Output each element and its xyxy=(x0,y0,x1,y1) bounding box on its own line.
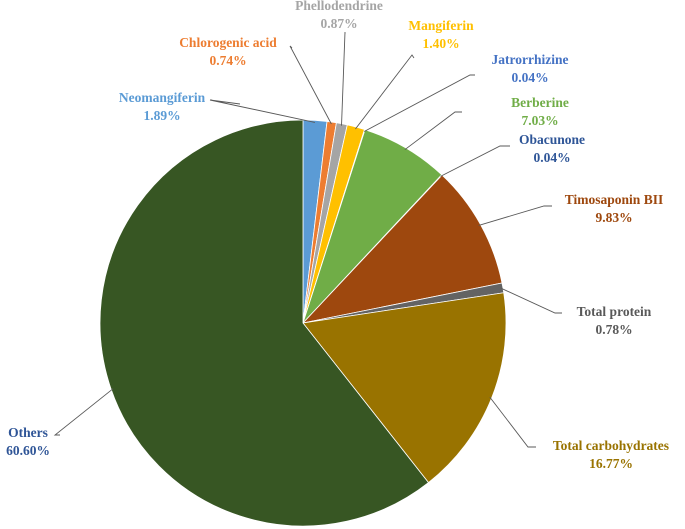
leader-line xyxy=(404,111,462,151)
slice-label-value: 7.03% xyxy=(521,113,558,128)
slice-label-name: Total protein xyxy=(577,304,652,319)
leader-line xyxy=(440,145,510,177)
slice-label-name: Total carbohydrates xyxy=(553,438,669,453)
slice-label-name: Jatrorrhizine xyxy=(492,52,569,67)
slice-label-name: Berberine xyxy=(511,95,569,110)
slice-label-value: 0.74% xyxy=(209,53,246,68)
slice-label-value: 0.04% xyxy=(533,150,570,165)
slice-label-name: Neomangiferin xyxy=(119,90,206,105)
slice-label-name: Others xyxy=(8,425,48,440)
pie-slice-others xyxy=(99,119,430,527)
slice-label-value: 9.83% xyxy=(595,210,632,225)
leader-line xyxy=(289,45,332,125)
slice-label-value: 1.40% xyxy=(422,36,459,51)
slice-label-value: 16.77% xyxy=(589,456,633,471)
slice-label-value: 0.87% xyxy=(320,16,357,31)
leader-line xyxy=(500,287,562,314)
pie-slice-total-carbohydrates xyxy=(302,292,507,484)
pie-slice-timosaponin-bii xyxy=(301,174,503,324)
slice-label-value: 1.89% xyxy=(143,108,180,123)
slice-label-name: Obacunone xyxy=(519,132,585,147)
leader-line xyxy=(478,205,552,226)
leader-line xyxy=(363,74,475,132)
leader-line xyxy=(355,54,415,130)
leader-line xyxy=(53,388,114,436)
slice-labels: Neomangiferin 1.89% Chlorogenic acid 0.74% P… xyxy=(6,0,669,471)
slice-label-name: Timosaponin BII xyxy=(565,192,663,207)
slice-label-name: Mangiferin xyxy=(408,18,474,33)
pie-slices xyxy=(99,119,507,527)
slice-label-name: Chlorogenic acid xyxy=(179,35,277,50)
slice-label-value: 0.04% xyxy=(511,70,548,85)
slice-label-name: Phellodendrine xyxy=(295,0,383,13)
slice-label-value: 60.60% xyxy=(6,443,50,458)
leader-line xyxy=(489,396,536,448)
slice-label-value: 0.78% xyxy=(595,322,632,337)
leader-line xyxy=(341,31,346,126)
leader-lines xyxy=(53,31,562,448)
leader-line xyxy=(209,99,315,123)
